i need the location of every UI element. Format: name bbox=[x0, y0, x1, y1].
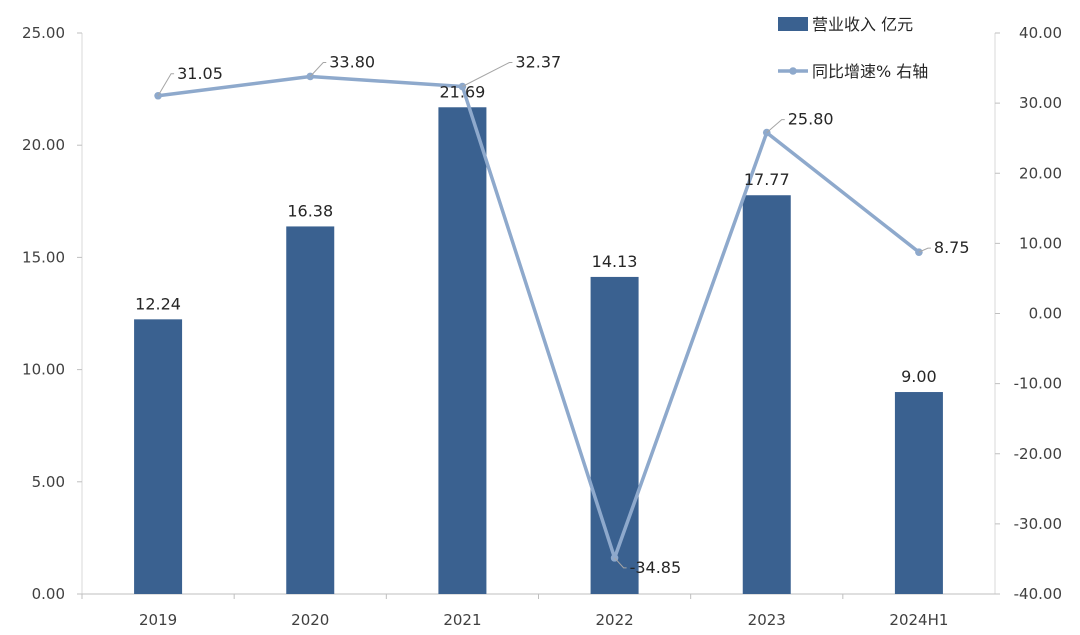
line-value-label: 25.80 bbox=[788, 110, 834, 129]
leader-line bbox=[614, 557, 627, 569]
left-tick-label: 5.00 bbox=[32, 473, 65, 491]
left-tick-label: 20.00 bbox=[22, 136, 65, 154]
bar-value-label: 16.38 bbox=[287, 201, 333, 220]
line-value-label: -34.85 bbox=[630, 558, 682, 577]
legend-line-label: 同比增速% 右轴 bbox=[812, 62, 928, 81]
leader-line bbox=[309, 61, 327, 77]
leader-line bbox=[462, 62, 513, 87]
line-value-label: 33.80 bbox=[329, 52, 375, 71]
left-tick-label: 10.00 bbox=[22, 361, 65, 379]
x-tick-label: 2020 bbox=[291, 611, 329, 629]
data-labels: 12.24 16.38 21.69 14.13 17.77 9.00 31.05 33.80 3… bbox=[135, 52, 969, 576]
x-tick-label: 2023 bbox=[748, 611, 786, 629]
bar-value-label: 21.69 bbox=[440, 82, 486, 101]
right-tick-label: 20.00 bbox=[1019, 164, 1062, 182]
line-path bbox=[157, 74, 920, 560]
leader-line bbox=[918, 247, 931, 253]
bar-value-label: 17.77 bbox=[744, 170, 790, 189]
line-value-label: 32.37 bbox=[515, 53, 561, 72]
right-tick-label: -40.00 bbox=[1014, 585, 1062, 603]
bar bbox=[742, 195, 791, 594]
x-tick-label: 2024H1 bbox=[889, 611, 948, 629]
left-tick-label: 15.00 bbox=[22, 248, 65, 266]
x-tick-label: 2021 bbox=[443, 611, 481, 629]
line-value-label: 31.05 bbox=[177, 64, 223, 83]
legend-bar-swatch bbox=[778, 17, 808, 31]
right-tick-label: 10.00 bbox=[1019, 234, 1062, 252]
x-tick-label: 2022 bbox=[595, 611, 633, 629]
legend-bar-label: 营业收入 亿元 bbox=[812, 15, 913, 34]
right-tick-label: -10.00 bbox=[1014, 375, 1062, 393]
bar bbox=[286, 226, 335, 594]
right-tick-label: 30.00 bbox=[1019, 94, 1062, 112]
leader-line bbox=[766, 119, 785, 133]
leader-line bbox=[157, 73, 175, 97]
x-tick-label: 2019 bbox=[139, 611, 177, 629]
line-value-label: 8.75 bbox=[934, 238, 970, 257]
right-tick-label: -30.00 bbox=[1014, 515, 1062, 533]
legend-line-marker bbox=[789, 67, 797, 75]
bar-series bbox=[134, 107, 943, 594]
bar-value-label: 12.24 bbox=[135, 294, 181, 313]
bar bbox=[438, 107, 487, 594]
bar-value-label: 14.13 bbox=[592, 252, 638, 271]
right-tick-label: 40.00 bbox=[1019, 24, 1062, 42]
bar bbox=[590, 276, 639, 594]
right-tick-label: -20.00 bbox=[1014, 445, 1062, 463]
axes: 0.00 5.00 10.00 15.00 20.00 25.00 -40.00 -30.00… bbox=[22, 24, 1062, 629]
left-tick-label: 0.00 bbox=[32, 585, 65, 603]
bar bbox=[894, 392, 943, 594]
line-series bbox=[154, 72, 923, 562]
bar bbox=[134, 319, 183, 594]
bar-value-label: 9.00 bbox=[901, 367, 937, 386]
left-tick-label: 25.00 bbox=[22, 24, 65, 42]
right-tick-label: 0.00 bbox=[1029, 305, 1062, 323]
